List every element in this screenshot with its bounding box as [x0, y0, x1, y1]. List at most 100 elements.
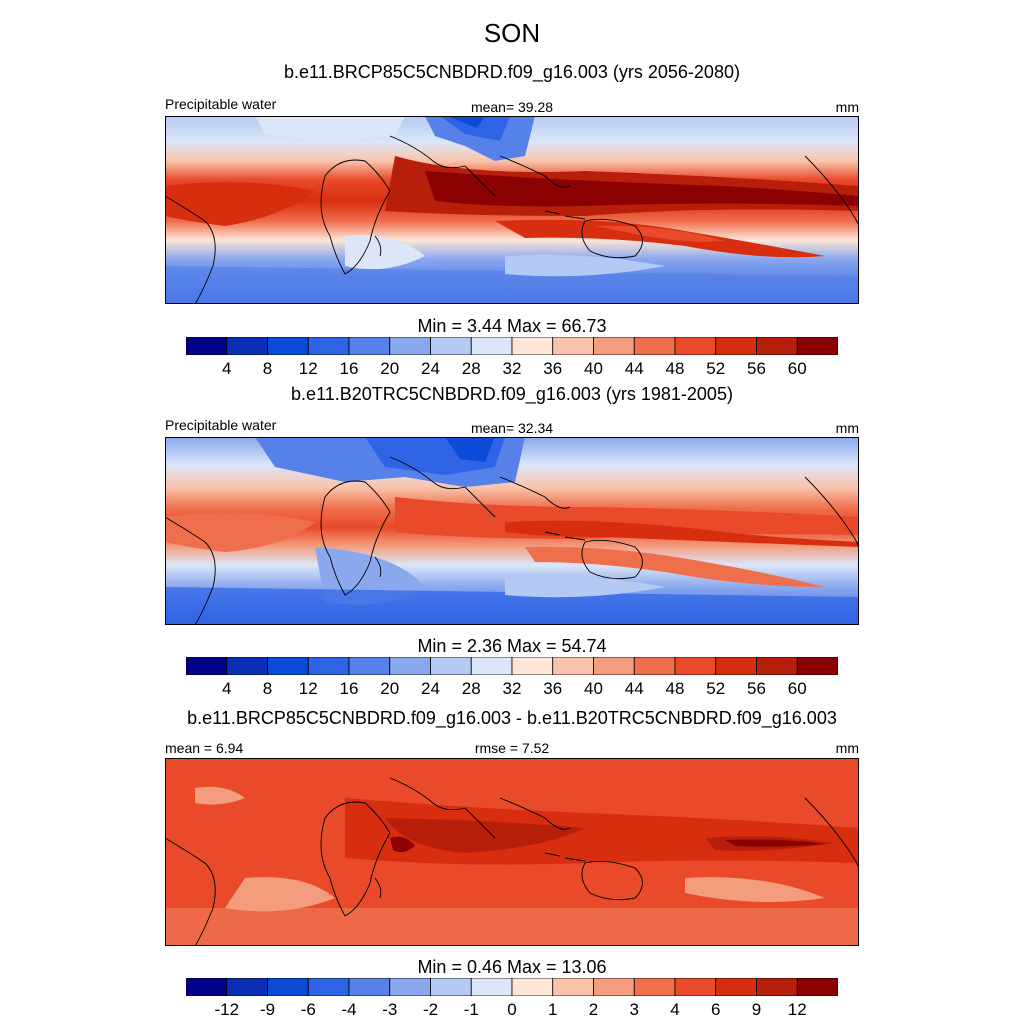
colorbar-swatch — [186, 657, 228, 675]
colorbar-tick-label: 8 — [263, 679, 272, 698]
rmse-label: rmse = 7.52 — [474, 740, 550, 756]
colorbar-swatch — [796, 337, 838, 355]
colorbar-swatch — [389, 978, 431, 996]
colorbar-swatch — [389, 657, 431, 675]
colorbar-tick-label: 4 — [670, 1000, 679, 1019]
map-frame — [165, 116, 859, 304]
colorbar-tick-label: 12 — [788, 1000, 807, 1019]
colorbar-tick-label: 60 — [788, 359, 807, 378]
colorbar-ticks: 4 8 12 16 20 24 28 32 36 40 44 48 52 56 60 — [222, 359, 807, 378]
colorbar-tick-label: 52 — [706, 359, 725, 378]
colorbar-tick-label: 60 — [788, 679, 807, 698]
colorbar-tick-label: 56 — [747, 679, 766, 698]
colorbar-tick-label: 12 — [299, 679, 318, 698]
units-label: mm — [835, 420, 859, 436]
colorbar-tick-label: 16 — [340, 359, 359, 378]
colorbar-swatch — [796, 657, 838, 675]
colorbar-swatch — [552, 978, 594, 996]
map-future — [165, 116, 859, 304]
coastlines — [165, 135, 859, 304]
colorbar-tick-label: 9 — [752, 1000, 761, 1019]
colorbar-swatch — [633, 337, 676, 355]
colorbar-swatch — [593, 978, 635, 996]
field-blobs — [165, 437, 859, 625]
colorbar-tick-label: 28 — [462, 679, 481, 698]
colorbar-swatch — [186, 337, 228, 355]
colorbar-tick-label: 36 — [543, 679, 562, 698]
units-label: mm — [835, 740, 859, 756]
colorbar-swatch — [430, 337, 472, 355]
colorbar-swatch — [470, 657, 513, 675]
colorbar-swatch — [674, 978, 717, 996]
colorbar-swatch — [430, 978, 472, 996]
colorbar-tick-label: 48 — [666, 679, 685, 698]
colorbar-swatch — [348, 337, 391, 355]
colorbar-tick-label: 24 — [421, 679, 440, 698]
colorbar-swatch — [267, 657, 309, 675]
map-frame — [165, 758, 859, 946]
colorbar-swatch — [430, 657, 472, 675]
colorbar-tick-label: 52 — [706, 679, 725, 698]
colorbar-tick-label: 16 — [340, 679, 359, 698]
colorbar-swatch — [470, 978, 513, 996]
colorbar-swatch — [511, 657, 554, 675]
map-frame — [165, 437, 859, 625]
colorbar-tick-label: -2 — [423, 1000, 438, 1019]
units-label: mm — [835, 99, 859, 115]
colorbar-swatch — [593, 657, 635, 675]
coastlines — [165, 777, 859, 946]
colorbar — [186, 978, 838, 996]
colorbar-tick-label: 0 — [507, 1000, 516, 1019]
colorbar-swatch — [715, 978, 757, 996]
field-blobs — [165, 786, 859, 946]
colorbar-swatch — [267, 978, 309, 996]
colorbar-swatch — [593, 337, 635, 355]
min-max-label: Min = 0.46 Max = 13.06 — [417, 957, 607, 977]
colorbar-tick-label: 40 — [584, 679, 603, 698]
colorbar-swatch — [226, 657, 268, 675]
colorbar-tick-label: 24 — [421, 359, 440, 378]
min-max-label: Min = 2.36 Max = 54.74 — [417, 636, 607, 656]
mean-label: mean= 39.28 — [470, 99, 554, 115]
colorbar-tick-label: 20 — [380, 359, 399, 378]
map-difference — [165, 758, 859, 946]
colorbar-tick-label: 40 — [584, 359, 603, 378]
colorbar-swatch — [674, 337, 717, 355]
colorbar-swatch — [307, 657, 350, 675]
colorbar-tick-label: -4 — [341, 1000, 356, 1019]
colorbar-swatch — [756, 978, 798, 996]
colorbar-swatch — [715, 337, 757, 355]
colorbar-swatch — [307, 337, 350, 355]
colorbar-swatch — [674, 657, 717, 675]
panel-subtitle: b.e11.BRCP85C5CNBDRD.f09_g16.003 (yrs 20… — [284, 62, 740, 82]
colorbar-tick-label: 28 — [462, 359, 481, 378]
figure-title: SON — [483, 18, 541, 48]
colorbar-swatch — [756, 657, 798, 675]
colorbar-tick-label: 12 — [299, 359, 318, 378]
variable-label: Precipitable water — [165, 417, 277, 433]
field-blobs — [165, 116, 859, 304]
colorbar-swatch — [226, 337, 268, 355]
colorbar-tick-label: -1 — [464, 1000, 479, 1019]
mean-label: mean= 32.34 — [470, 420, 554, 436]
colorbar-tick-label: 44 — [625, 679, 644, 698]
colorbar-swatch — [552, 657, 594, 675]
panel-subtitle: b.e11.BRCP85C5CNBDRD.f09_g16.003 - b.e11… — [187, 708, 837, 728]
colorbar-tick-label: 36 — [543, 359, 562, 378]
colorbar-swatch — [348, 657, 391, 675]
colorbar-tick-label: -12 — [214, 1000, 239, 1019]
panel-subtitle: b.e11.B20TRC5CNBDRD.f09_g16.003 (yrs 198… — [291, 384, 733, 404]
colorbar-tick-label: 48 — [666, 359, 685, 378]
colorbar-tick-label: 32 — [503, 679, 522, 698]
colorbar — [186, 337, 838, 355]
colorbar-ticks: -12 -9 -6 -4 -3 -2 -1 0 1 2 3 4 6 9 12 — [214, 1000, 807, 1019]
colorbar-tick-label: 32 — [503, 359, 522, 378]
colorbar-swatch — [307, 978, 350, 996]
colorbar-tick-label: 2 — [589, 1000, 598, 1019]
colorbar-tick-label: 3 — [630, 1000, 639, 1019]
colorbar-swatch — [715, 657, 757, 675]
colorbar-swatch — [756, 337, 798, 355]
colorbar-tick-label: 56 — [747, 359, 766, 378]
colorbar-swatch — [186, 978, 228, 996]
colorbar-tick-label: 8 — [263, 359, 272, 378]
